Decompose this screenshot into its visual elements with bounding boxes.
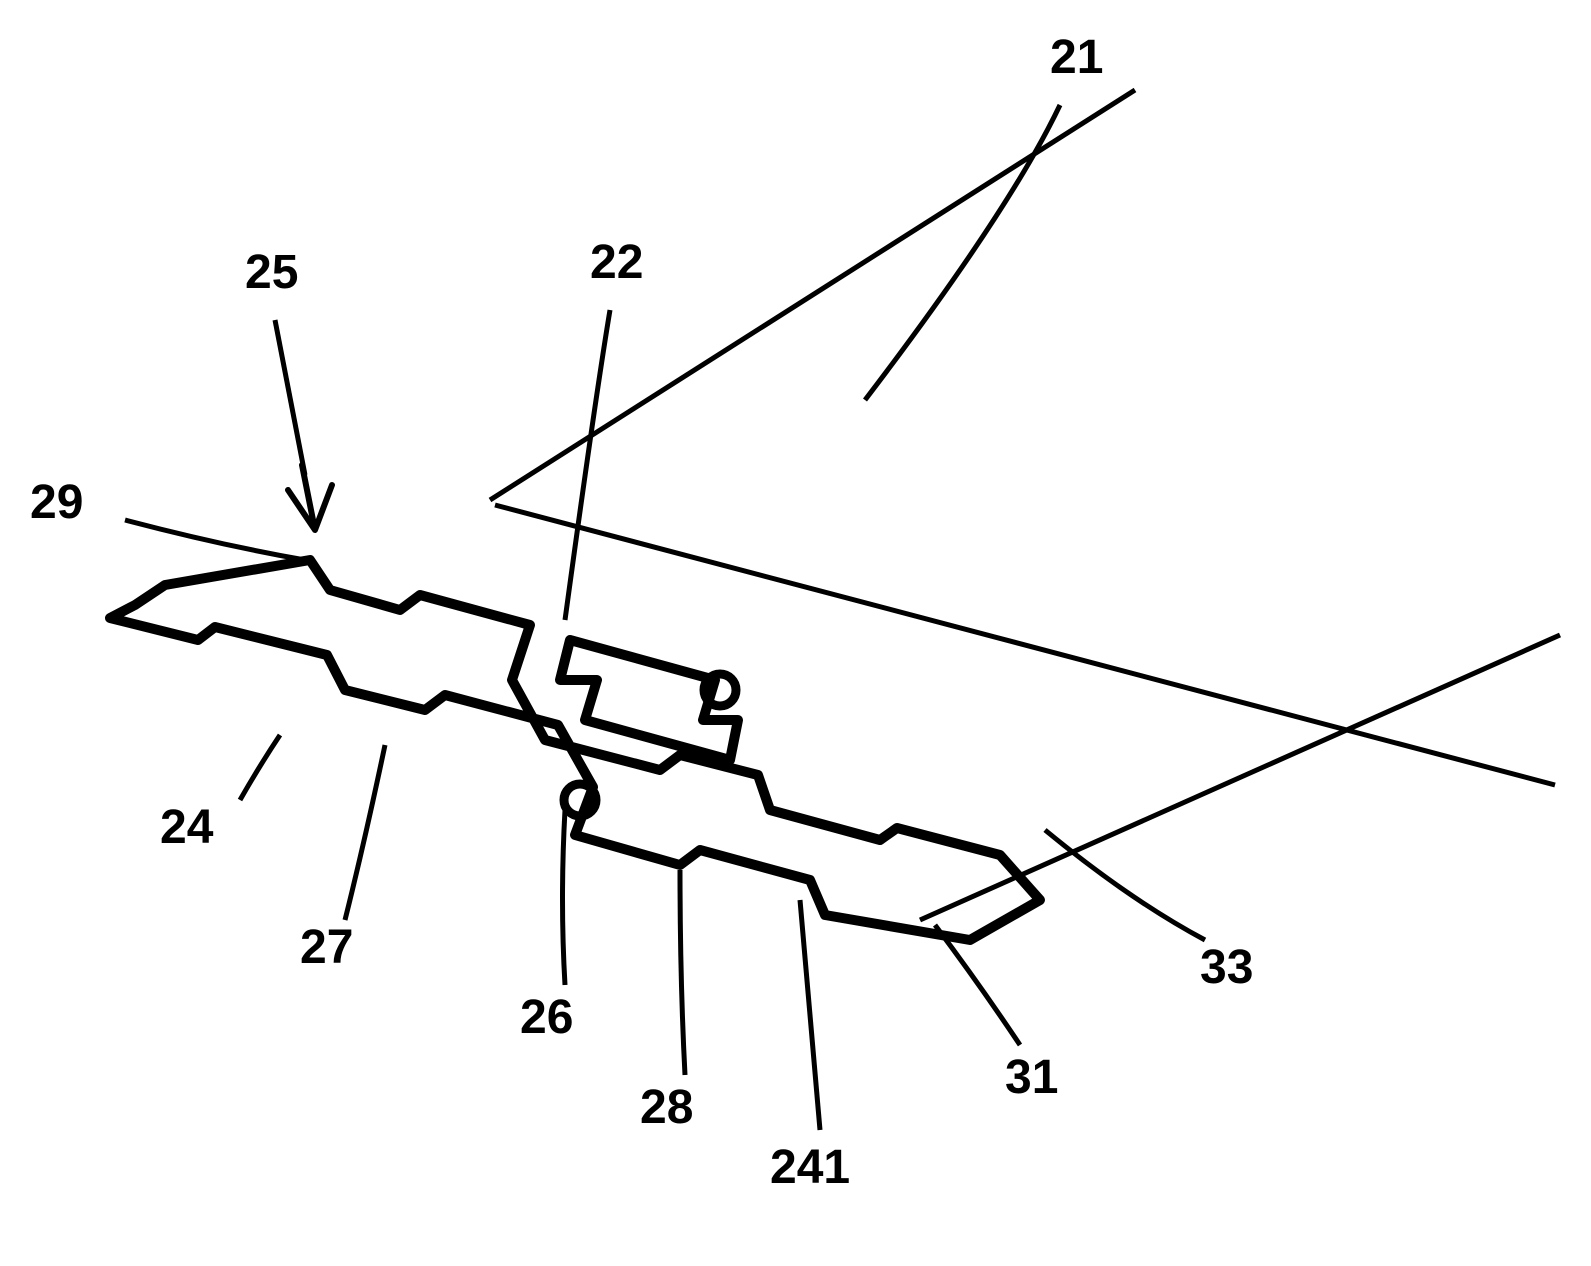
label-28: 28 <box>640 1080 693 1135</box>
label-24: 24 <box>160 800 213 855</box>
technical-diagram <box>0 0 1591 1266</box>
label-29: 29 <box>30 475 83 530</box>
label-31: 31 <box>1005 1050 1058 1105</box>
label-241: 241 <box>770 1140 850 1195</box>
label-26: 26 <box>520 990 573 1045</box>
label-22: 22 <box>590 235 643 290</box>
label-21: 21 <box>1050 30 1103 85</box>
label-27: 27 <box>300 920 353 975</box>
background-lines <box>490 90 1560 920</box>
label-33: 33 <box>1200 940 1253 995</box>
main-component-outline <box>110 560 1040 940</box>
label-25: 25 <box>245 245 298 300</box>
